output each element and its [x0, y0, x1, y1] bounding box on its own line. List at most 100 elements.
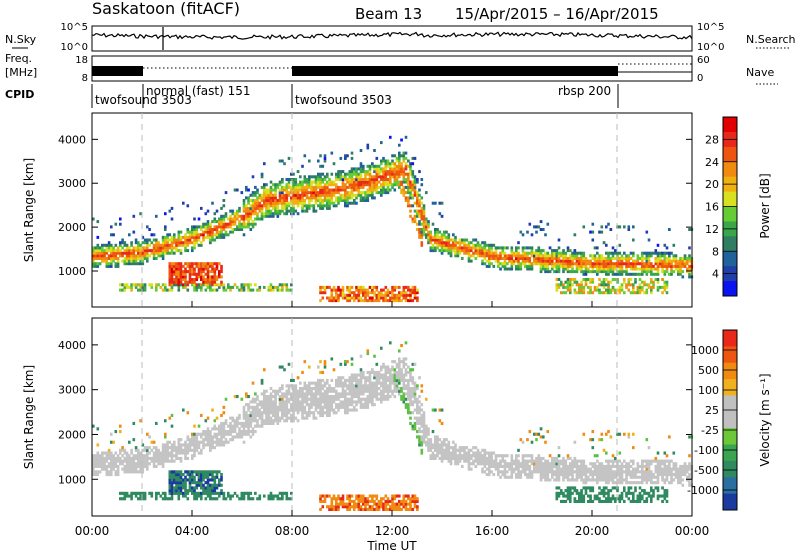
- velocity-cell: [287, 400, 291, 404]
- power-cell: [400, 138, 403, 142]
- velocity-cell: [238, 430, 241, 434]
- velocity-cell: [179, 443, 183, 447]
- velocity-cell: [380, 389, 383, 393]
- velocity-cell: [168, 483, 172, 487]
- power-cell: [130, 285, 133, 289]
- velocity-cell: [182, 448, 185, 452]
- power-cell: [431, 235, 435, 239]
- power-cell: [337, 185, 340, 189]
- power-cell: [317, 175, 320, 179]
- velocity-cell: [429, 456, 433, 460]
- velocity-cell: [384, 389, 388, 393]
- power-cell: [177, 230, 181, 234]
- velocity-cell: [445, 451, 448, 455]
- velocity-cell: [301, 405, 304, 409]
- power-cell: [616, 272, 619, 276]
- power-cell: [542, 254, 545, 258]
- power-cell: [596, 262, 599, 266]
- power-cell: [276, 214, 280, 218]
- velocity-cell: [375, 505, 379, 509]
- power-cell: [193, 228, 196, 231]
- power-cell: [242, 199, 246, 202]
- power-cell: [571, 254, 574, 258]
- power-cell: [409, 209, 412, 213]
- velocity-cell: [258, 416, 262, 420]
- power-cell: [330, 191, 334, 195]
- velocity-cell: [290, 384, 293, 388]
- power-cell: [476, 251, 480, 255]
- power-cell: [168, 272, 172, 276]
- power-cell: [560, 264, 563, 268]
- velocity-cell: [326, 397, 329, 401]
- power-cell: [310, 196, 313, 200]
- power-cell: [373, 149, 376, 152]
- power-cell: [434, 230, 437, 234]
- velocity-cell: [260, 403, 264, 407]
- power-cell: [128, 285, 131, 289]
- power-cell: [485, 243, 489, 247]
- velocity-cell: [125, 459, 129, 463]
- power-cell: [166, 249, 169, 253]
- power-cell: [251, 209, 255, 213]
- power-cell: [506, 246, 509, 250]
- velocity-cell: [281, 411, 284, 415]
- power-cell: [251, 193, 255, 197]
- power-cell: [256, 188, 259, 192]
- velocity-cell: [371, 368, 374, 372]
- power-cell: [175, 241, 178, 245]
- power-cell: [193, 230, 196, 234]
- velocity-cell: [350, 378, 354, 382]
- power-cell: [659, 259, 662, 263]
- velocity-cell: [344, 397, 347, 401]
- velocity-cell: [213, 419, 217, 423]
- power-cell: [220, 222, 223, 226]
- velocity-cell: [245, 413, 248, 417]
- velocity-cell: [209, 478, 212, 482]
- power-cell: [323, 175, 327, 179]
- velocity-cell: [296, 376, 300, 380]
- velocity-cell: [256, 424, 259, 428]
- power-cell: [254, 212, 257, 216]
- power-cell: [650, 285, 653, 289]
- power-cell: [645, 267, 649, 271]
- power-cell: [557, 251, 561, 255]
- power-cell: [184, 272, 187, 276]
- velocity-cell: [155, 451, 158, 455]
- velocity-cell: [285, 389, 289, 393]
- velocity-cell: [148, 446, 151, 450]
- power-cell: [209, 280, 212, 284]
- power-cell: [285, 285, 289, 289]
- velocity-cell: [222, 427, 226, 431]
- power-cell: [587, 285, 590, 289]
- power-cell: [265, 204, 268, 208]
- power-cell: [510, 262, 514, 266]
- power-cell: [434, 246, 437, 250]
- velocity-cell: [314, 392, 318, 396]
- power-cell: [204, 235, 208, 239]
- power-cell: [418, 201, 421, 205]
- power-cell: [688, 254, 691, 258]
- velocity-cell: [402, 357, 406, 361]
- velocity-cell: [346, 405, 349, 409]
- velocity-cell: [197, 483, 201, 487]
- power-cell: [173, 267, 176, 271]
- power-cell: [490, 246, 493, 250]
- velocity-cell: [420, 443, 424, 447]
- power-cell: [299, 196, 302, 200]
- power-cell: [173, 280, 176, 284]
- velocity-cell: [105, 467, 109, 471]
- power-cell: [569, 288, 572, 292]
- velocity-cell: [204, 432, 208, 436]
- power-cell: [220, 217, 223, 221]
- power-cell: [290, 172, 293, 176]
- velocity-cell: [283, 405, 286, 409]
- power-cell: [152, 238, 156, 242]
- power-cell: [281, 201, 284, 205]
- power-cell: [330, 288, 334, 292]
- velocity-cell: [436, 443, 439, 447]
- power-cell: [600, 267, 604, 271]
- power-cell: [566, 278, 570, 281]
- velocity-cell: [303, 397, 307, 401]
- velocity-cell: [429, 440, 433, 444]
- power-cell: [656, 259, 660, 263]
